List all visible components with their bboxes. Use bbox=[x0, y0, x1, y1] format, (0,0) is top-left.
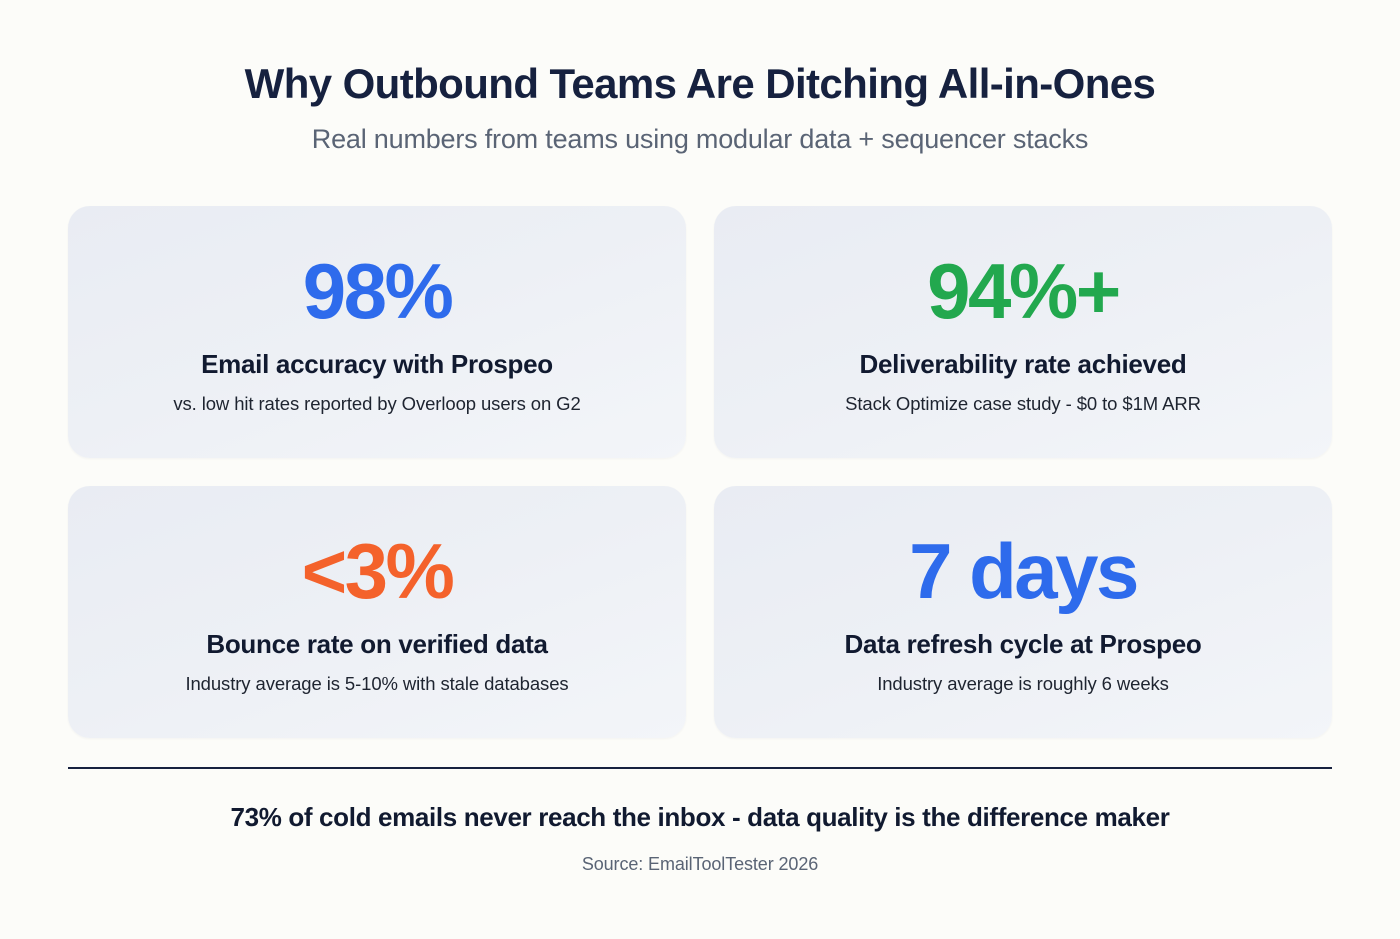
page-title: Why Outbound Teams Are Ditching All-in-O… bbox=[244, 60, 1156, 107]
stat-value: 98% bbox=[302, 247, 454, 335]
stat-label: Deliverability rate achieved bbox=[859, 349, 1187, 379]
footer-headline: 73% of cold emails never reach the inbox… bbox=[230, 802, 1170, 832]
footer: 73% of cold emails never reach the inbox… bbox=[0, 800, 1400, 876]
page-subtitle: Real numbers from teams using modular da… bbox=[311, 124, 1089, 154]
stat-value: 7 days bbox=[909, 527, 1139, 615]
stat-label: Email accuracy with Prospeo bbox=[201, 349, 553, 379]
stat-card-email-accuracy: 98% Email accuracy with Prospeo vs. low … bbox=[68, 206, 686, 458]
stat-sublabel: Stack Optimize case study - $0 to $1M AR… bbox=[845, 393, 1201, 414]
stat-card-bounce-rate: <3% Bounce rate on verified data Industr… bbox=[68, 486, 686, 738]
stat-value: 94%+ bbox=[927, 247, 1121, 335]
stat-card-data-refresh-cycle: 7 days Data refresh cycle at Prospeo Ind… bbox=[714, 486, 1332, 738]
header: Why Outbound Teams Are Ditching All-in-O… bbox=[0, 58, 1400, 156]
stat-sublabel: vs. low hit rates reported by Overloop u… bbox=[173, 393, 581, 414]
stat-value: <3% bbox=[301, 527, 455, 615]
stat-label: Data refresh cycle at Prospeo bbox=[844, 629, 1202, 659]
stat-sublabel: Industry average is roughly 6 weeks bbox=[877, 673, 1169, 694]
stat-label: Bounce rate on verified data bbox=[206, 629, 548, 659]
stat-card-grid: 98% Email accuracy with Prospeo vs. low … bbox=[68, 206, 1332, 738]
footer-divider bbox=[68, 767, 1332, 769]
stat-card-deliverability-rate: 94%+ Deliverability rate achieved Stack … bbox=[714, 206, 1332, 458]
footer-source: Source: EmailToolTester 2026 bbox=[581, 854, 819, 874]
stat-sublabel: Industry average is 5-10% with stale dat… bbox=[185, 673, 569, 694]
